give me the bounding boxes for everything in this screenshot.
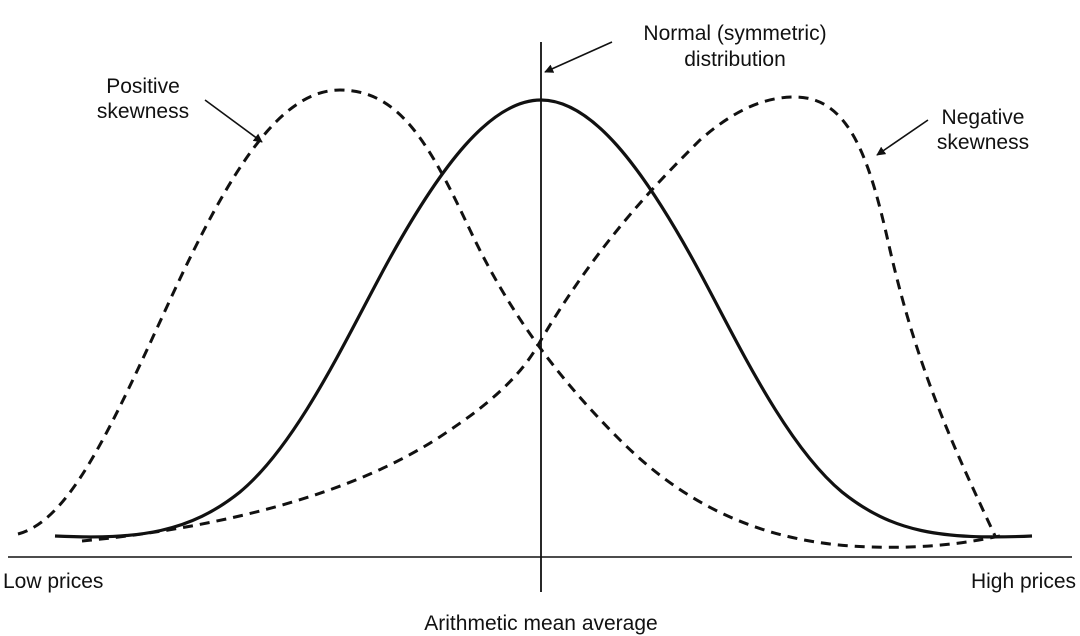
negative-label-line1: Negative [942, 106, 1025, 129]
positive-skewness-curve [17, 88, 1006, 549]
low-prices-label: Low prices [3, 570, 103, 593]
negative-annotation-arrow [876, 119, 929, 156]
positive-label-line2: skewness [97, 100, 189, 123]
normal-label-line2: distribution [684, 48, 786, 71]
negative-label-line2: skewness [937, 131, 1029, 154]
normal-label-line1: Normal (symmetric) [643, 22, 826, 45]
mean-label: Arithmetic mean average [424, 612, 657, 635]
normal-curve [54, 98, 1033, 539]
high-prices-label: High prices [971, 570, 1076, 593]
positive-annotation-arrow [204, 99, 263, 143]
negative-skewness-curve [81, 95, 998, 543]
positive-label-line1: Positive [106, 75, 180, 98]
normal-annotation-arrow [544, 41, 613, 73]
